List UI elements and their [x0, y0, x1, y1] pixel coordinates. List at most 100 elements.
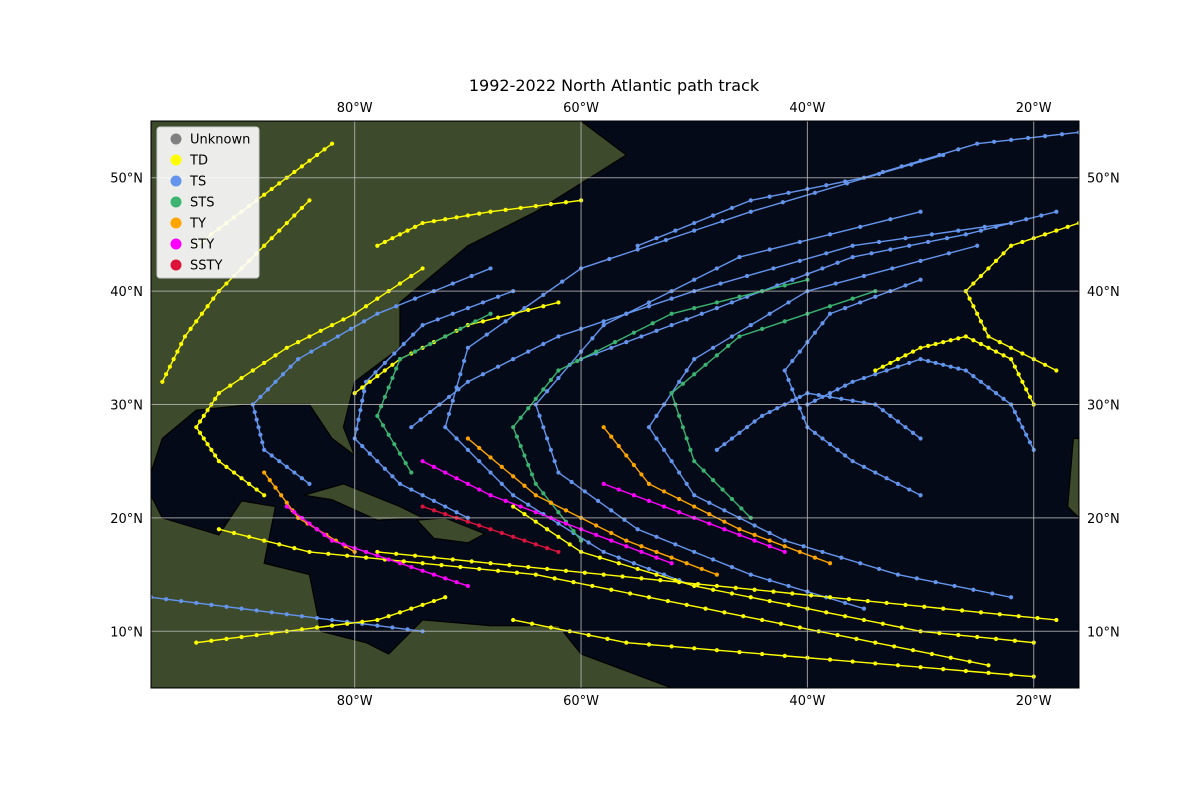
track-point — [250, 368, 255, 373]
track-point — [956, 228, 961, 233]
track-point — [360, 619, 365, 624]
track-point — [786, 300, 791, 305]
track-point — [488, 455, 493, 460]
track-point — [575, 358, 580, 364]
lon-tick-label-top: 20°W — [1016, 101, 1052, 116]
track-point — [654, 555, 659, 560]
track-point — [748, 323, 753, 328]
track-point — [639, 472, 644, 477]
track-point — [375, 553, 380, 558]
track-point — [665, 598, 670, 604]
track-point — [669, 296, 674, 301]
track-point — [420, 493, 425, 498]
track-point — [239, 476, 244, 481]
track-point — [692, 357, 697, 362]
track-point — [1008, 137, 1014, 142]
track-point — [978, 319, 984, 324]
track-point — [609, 587, 614, 592]
track-point — [918, 436, 923, 441]
track-point — [624, 340, 629, 345]
track-point — [382, 394, 387, 400]
track-point — [812, 430, 818, 435]
track-point — [1016, 372, 1021, 377]
track-point — [367, 379, 372, 384]
track-point — [477, 487, 482, 492]
track-point — [552, 576, 557, 581]
track-point — [307, 481, 312, 486]
track-point — [252, 409, 257, 415]
track-point — [929, 651, 934, 657]
track-point — [692, 220, 697, 226]
track-point — [748, 595, 753, 600]
track-point — [495, 364, 501, 369]
track-point — [601, 319, 606, 324]
track-point — [397, 357, 403, 362]
track-point — [411, 332, 416, 337]
track-point — [978, 610, 984, 615]
track-point — [1054, 228, 1059, 233]
track-point — [850, 459, 855, 464]
track-point — [677, 496, 682, 502]
track-point — [188, 326, 193, 331]
track-point — [790, 591, 795, 596]
track-point — [635, 243, 640, 248]
track-point — [895, 419, 901, 424]
track-point — [345, 621, 350, 626]
track-point — [850, 398, 855, 403]
lat-tick-label-right: 40°N — [1087, 285, 1120, 300]
track-point — [262, 493, 267, 498]
track-point — [473, 319, 478, 324]
lat-tick-label-right: 10°N — [1087, 625, 1120, 640]
track-point — [888, 247, 893, 252]
track-point — [835, 387, 840, 392]
track-point — [975, 634, 980, 640]
track-point — [827, 595, 833, 600]
track-point — [428, 409, 433, 415]
track-point — [948, 364, 953, 369]
track-point — [771, 589, 776, 594]
track-point — [533, 396, 538, 401]
track-point — [982, 326, 987, 331]
track-point — [605, 636, 610, 641]
track-point — [692, 583, 697, 589]
track-point — [622, 517, 627, 522]
track-point — [544, 566, 550, 572]
track-point — [544, 389, 550, 394]
track-point — [839, 396, 844, 401]
track-point — [314, 615, 320, 621]
track-point — [216, 527, 222, 532]
lat-tick-label-left: 30°N — [110, 399, 143, 414]
track-point — [1054, 209, 1059, 214]
track-point — [654, 236, 659, 241]
track-point — [537, 413, 542, 418]
track-point — [903, 283, 908, 288]
lat-ticks-right: 10°N 20°N 30°N 40°N 50°N — [1087, 172, 1120, 641]
track-point — [345, 553, 350, 558]
track-point — [967, 296, 972, 301]
track-point — [654, 436, 659, 441]
track-point — [752, 532, 757, 538]
track-point — [797, 394, 802, 400]
track-point — [707, 512, 712, 517]
track-point — [1025, 135, 1031, 141]
track-point — [801, 415, 806, 420]
track-point — [260, 440, 265, 445]
track-point — [956, 366, 961, 371]
track-point — [624, 544, 629, 549]
track-point — [420, 568, 425, 573]
track-point — [661, 504, 667, 509]
chart-title: 1992-2022 North Atlantic path track — [469, 76, 760, 95]
track-point — [1012, 638, 1017, 643]
track-point — [910, 349, 916, 354]
track-point — [820, 321, 825, 326]
track-point — [518, 443, 523, 449]
track-point — [556, 375, 561, 381]
track-point — [488, 266, 493, 271]
track-point — [646, 304, 652, 309]
track-point — [963, 368, 968, 373]
track-point — [284, 612, 289, 617]
track-point — [654, 572, 659, 577]
track-point — [284, 220, 289, 226]
track-point — [680, 381, 686, 386]
track-point — [477, 523, 482, 528]
